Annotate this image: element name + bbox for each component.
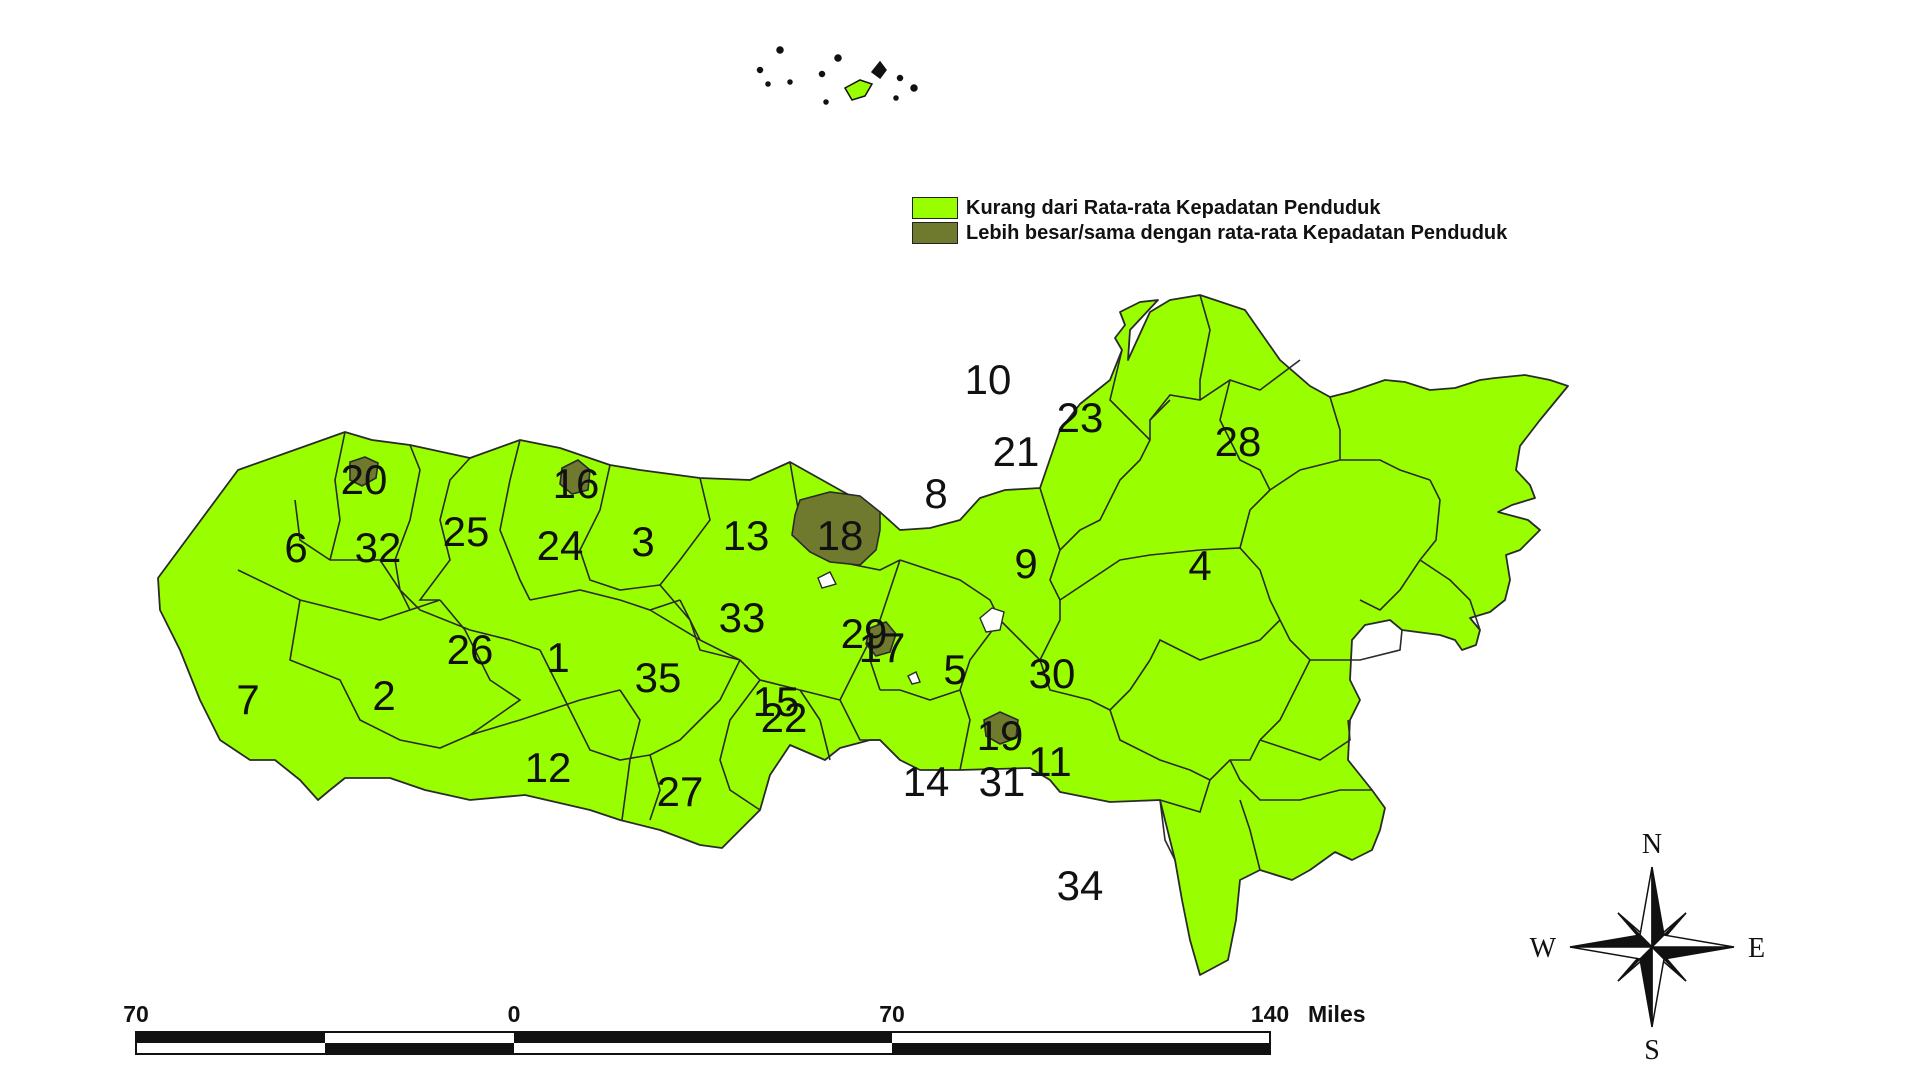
region-label-27: 27 [657,768,704,815]
region-boundaries [237,294,1481,871]
region-label-20: 20 [341,456,388,503]
region-label-9: 9 [1014,540,1037,587]
legend-label-above-average: Lebih besar/sama dengan rata-rata Kepada… [966,221,1508,244]
scale-unit: Miles [1308,1001,1366,1027]
mainland-outline [157,294,1569,976]
region-label-5: 5 [943,646,966,693]
north-arrow: N S E W [1530,829,1766,1066]
compass-west-label: W [1530,933,1557,964]
compass-north-label: N [1642,829,1662,860]
region-label-25: 25 [443,508,490,555]
region-label-29: 29 [841,610,888,657]
region-label-34: 34 [1057,862,1104,909]
region-label-21: 21 [993,428,1040,475]
region-label-19: 19 [977,712,1024,759]
province-map [157,294,1569,976]
legend-item-above-average: Lebih besar/sama dengan rata-rata Kepada… [912,221,1507,245]
region-label-6: 6 [284,524,307,571]
compass-south-label: S [1644,1035,1660,1066]
region-16-fill [559,459,591,495]
region-label-14: 14 [903,758,950,805]
region-label-10: 10 [965,356,1012,403]
region-label-24: 24 [537,522,584,569]
region-label-11: 11 [1028,738,1072,785]
region-label-8: 8 [924,470,947,517]
region-label-7: 7 [236,676,259,723]
legend-item-below-average: Kurang dari Rata-rata Kepadatan Penduduk [912,196,1507,220]
legend-swatch-above-average [912,222,958,244]
scale-tick-70: 70 [879,1001,905,1027]
legend-label-below-average: Kurang dari Rata-rata Kepadatan Penduduk [966,196,1381,219]
region-label-13: 13 [723,512,770,559]
region-label-32: 32 [355,524,402,571]
region-label-17: 17 [859,624,906,671]
region-label-30: 30 [1029,650,1076,697]
lakes [817,571,1005,685]
scale-bar: 70 0 70 140 Miles [123,1001,1366,1055]
region-label-3: 3 [631,518,654,565]
region-label-23: 23 [1057,394,1104,441]
map-legend: Kurang dari Rata-rata Kepadatan Penduduk… [912,196,1507,246]
region-label-18: 18 [817,512,864,559]
region-label-2: 2 [372,672,395,719]
region-19-fill [983,711,1019,745]
region-label-28: 28 [1215,418,1262,465]
compass-east-label: E [1748,933,1765,964]
scale-tick-140: 140 [1251,1001,1289,1027]
region-labels: 1 2 3 4 5 6 7 8 9 10 11 12 13 14 15 16 1… [236,356,1261,909]
region-label-15: 15 [753,678,800,725]
region-label-31: 31 [979,758,1026,805]
region-label-26: 26 [447,626,494,673]
region-20-fill [349,456,379,487]
region-17-fill [865,621,897,657]
legend-swatch-below-average [912,197,958,219]
region-label-35: 35 [635,654,682,701]
scale-tick-70-left: 70 [123,1001,149,1027]
compass-star-icon [1569,866,1735,1028]
region-18-fill [791,491,881,566]
region-label-1: 1 [546,634,569,681]
scale-tick-0: 0 [508,1001,521,1027]
region-label-12: 12 [525,744,572,791]
region-label-4: 4 [1188,542,1211,589]
region-label-22: 22 [761,694,808,741]
northern-islands [756,46,918,105]
above-average-regions [349,456,1019,745]
region-label-16: 16 [553,460,600,507]
region-label-33: 33 [719,594,766,641]
